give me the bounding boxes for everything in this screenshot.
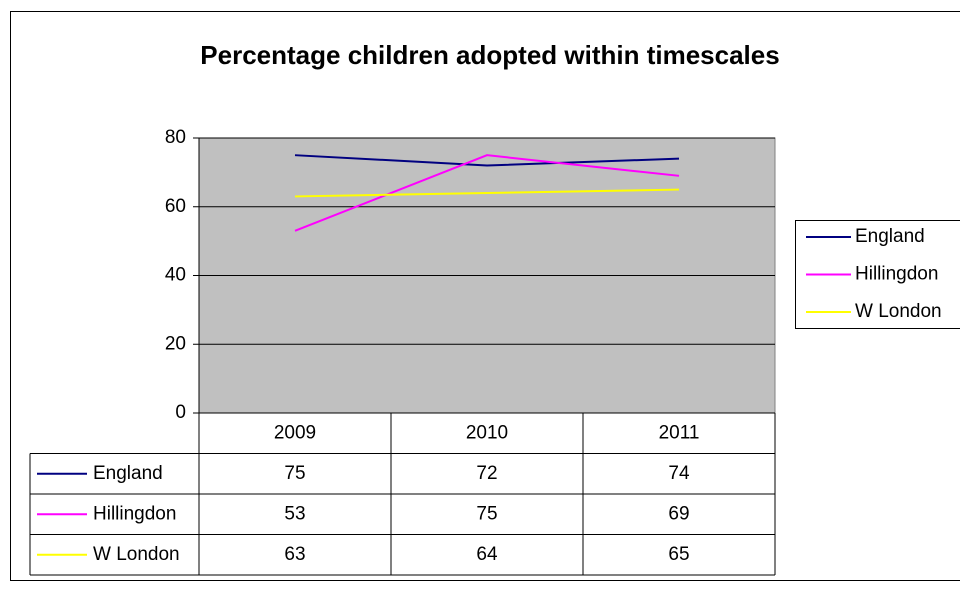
chart-title: Percentage children adopted within times… [200, 40, 779, 70]
table-cell: 69 [668, 503, 689, 524]
legend-label: England [855, 226, 925, 247]
y-tick-label: 20 [165, 333, 186, 354]
table-cell: 74 [668, 463, 690, 484]
legend-box [795, 220, 960, 329]
y-tick-label: 0 [175, 402, 186, 423]
table-cell: 72 [476, 463, 497, 484]
x-tick-label: 2009 [274, 422, 316, 443]
table-row-label: England [93, 463, 163, 484]
y-tick-label: 80 [165, 127, 186, 148]
table-cell: 53 [284, 503, 305, 524]
table-cell: 64 [476, 544, 498, 565]
table-row-label: W London [93, 544, 180, 565]
legend-label: W London [855, 301, 942, 322]
table-cell: 63 [284, 544, 305, 565]
x-tick-label: 2011 [659, 422, 700, 443]
table-cell: 75 [284, 463, 305, 484]
line-series [294, 188, 680, 198]
y-tick-label: 60 [165, 196, 186, 217]
table-cell: 75 [476, 503, 497, 524]
table-row-label: Hillingdon [93, 503, 176, 524]
y-tick-label: 40 [165, 265, 186, 286]
line-series [294, 154, 680, 167]
line-series [294, 154, 680, 232]
legend-label: Hillingdon [855, 264, 938, 285]
x-tick-label: 2010 [466, 422, 508, 443]
table-cell: 65 [668, 544, 689, 565]
